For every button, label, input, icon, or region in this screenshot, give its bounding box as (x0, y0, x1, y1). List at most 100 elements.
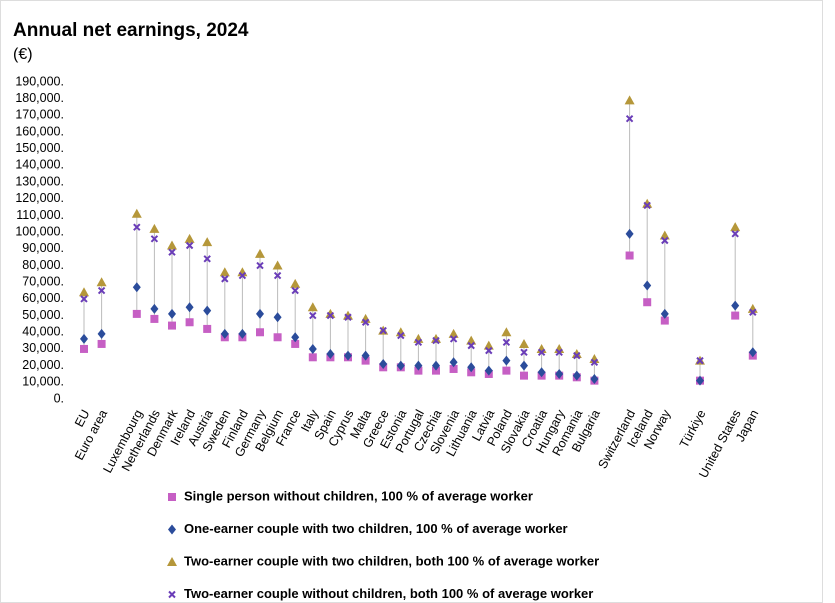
point (168, 308, 176, 319)
point (625, 251, 634, 260)
point (502, 338, 511, 346)
point (748, 347, 757, 358)
legend-marker (168, 590, 176, 599)
point (397, 331, 405, 340)
point (661, 236, 669, 245)
point (449, 357, 458, 368)
y-tick-label: 160,000. (15, 124, 64, 138)
point (537, 348, 546, 356)
point (501, 327, 512, 337)
point (361, 356, 370, 365)
point (590, 373, 599, 384)
point (502, 355, 511, 366)
point (256, 328, 264, 337)
point (537, 367, 546, 378)
point (326, 348, 335, 359)
point (696, 356, 704, 365)
legend-marker (168, 524, 176, 535)
point (291, 332, 300, 343)
point (467, 362, 476, 373)
point (396, 360, 405, 371)
point (432, 360, 440, 371)
point (168, 321, 176, 330)
point (467, 341, 475, 350)
point (502, 366, 511, 375)
point (132, 309, 141, 318)
legend-marker (167, 557, 177, 566)
point (643, 298, 652, 307)
point (272, 260, 283, 270)
point (133, 223, 141, 231)
point (414, 366, 423, 375)
point (291, 286, 299, 295)
point (485, 346, 493, 355)
point (449, 335, 458, 343)
point (273, 333, 282, 342)
point (432, 366, 440, 375)
point (220, 328, 229, 339)
point (696, 375, 704, 386)
point (520, 348, 528, 356)
point (238, 271, 247, 280)
y-tick-label: 100,000. (15, 224, 64, 238)
y-tick-label: 10,000. (22, 375, 64, 389)
chart-title: Annual net earnings, 2024 (13, 20, 249, 41)
point (520, 360, 528, 371)
point (625, 228, 634, 239)
point (344, 350, 352, 361)
point (202, 237, 213, 247)
point (309, 311, 317, 320)
point (96, 277, 107, 287)
y-tick-label: 80,000. (22, 258, 64, 272)
point (361, 318, 370, 326)
point (731, 311, 740, 320)
point (131, 208, 142, 218)
point (379, 326, 387, 335)
point (414, 338, 423, 346)
y-tick-label: 30,000. (22, 341, 64, 355)
y-tick-label: 140,000. (15, 158, 64, 172)
point (590, 358, 599, 367)
y-tick-label: 0. (54, 391, 64, 405)
point (132, 282, 141, 293)
point (219, 267, 230, 277)
point (643, 280, 652, 291)
point (97, 328, 106, 339)
point (432, 336, 440, 345)
x-tick-label: Türkiye (677, 407, 709, 450)
point (660, 308, 669, 319)
legend-marker (168, 493, 176, 501)
y-tick-label: 180,000. (15, 91, 64, 105)
legend-label: One-earner couple with two children, 100… (184, 521, 568, 536)
point (307, 302, 318, 312)
point (642, 198, 653, 208)
point (185, 302, 194, 313)
point (643, 201, 651, 210)
point (555, 348, 563, 356)
point (203, 324, 212, 333)
point (308, 343, 317, 354)
point (256, 261, 264, 270)
point (749, 308, 757, 316)
y-tick-label: 90,000. (22, 241, 64, 255)
point (185, 318, 194, 327)
point (572, 370, 581, 381)
point (573, 351, 581, 360)
point (467, 368, 476, 377)
point (361, 350, 370, 361)
point (80, 344, 88, 353)
y-tick-label: 170,000. (15, 108, 64, 122)
y-tick-label: 120,000. (15, 191, 64, 205)
y-tick-label: 60,000. (22, 291, 64, 305)
point (97, 339, 106, 348)
point (344, 313, 352, 321)
y-tick-label: 20,000. (22, 358, 64, 372)
point (519, 338, 529, 348)
point (571, 348, 582, 358)
chart-subtitle: (€) (13, 46, 33, 63)
point (730, 222, 741, 232)
y-tick-label: 190,000. (15, 74, 64, 88)
point (555, 368, 564, 379)
point (449, 364, 458, 373)
